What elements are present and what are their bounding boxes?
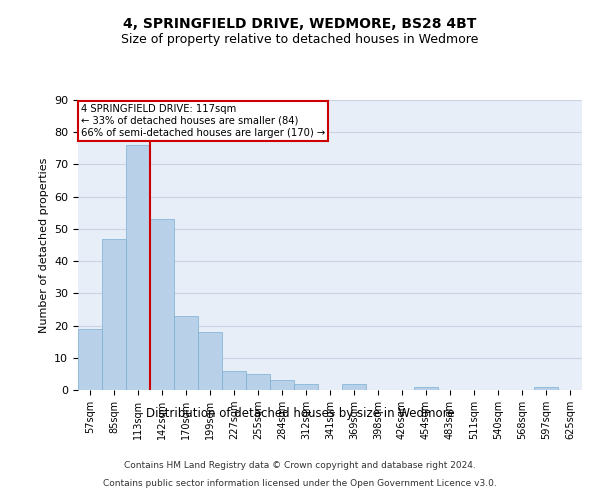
Bar [78, 329, 102, 390]
Bar [198, 332, 222, 390]
Text: Distribution of detached houses by size in Wedmore: Distribution of detached houses by size … [146, 408, 454, 420]
Text: Contains HM Land Registry data © Crown copyright and database right 2024.: Contains HM Land Registry data © Crown c… [124, 461, 476, 470]
Text: 4 SPRINGFIELD DRIVE: 117sqm
← 33% of detached houses are smaller (84)
66% of sem: 4 SPRINGFIELD DRIVE: 117sqm ← 33% of det… [80, 104, 325, 138]
Bar [270, 380, 294, 390]
Bar [126, 145, 150, 390]
Y-axis label: Number of detached properties: Number of detached properties [38, 158, 49, 332]
Bar [222, 370, 246, 390]
Text: Contains public sector information licensed under the Open Government Licence v3: Contains public sector information licen… [103, 478, 497, 488]
Bar [414, 387, 438, 390]
Bar [246, 374, 270, 390]
Text: Size of property relative to detached houses in Wedmore: Size of property relative to detached ho… [121, 32, 479, 46]
Bar [174, 316, 198, 390]
Text: 4, SPRINGFIELD DRIVE, WEDMORE, BS28 4BT: 4, SPRINGFIELD DRIVE, WEDMORE, BS28 4BT [124, 18, 476, 32]
Bar [342, 384, 366, 390]
Bar [534, 387, 558, 390]
Bar [150, 219, 174, 390]
Bar [102, 238, 126, 390]
Bar [294, 384, 318, 390]
